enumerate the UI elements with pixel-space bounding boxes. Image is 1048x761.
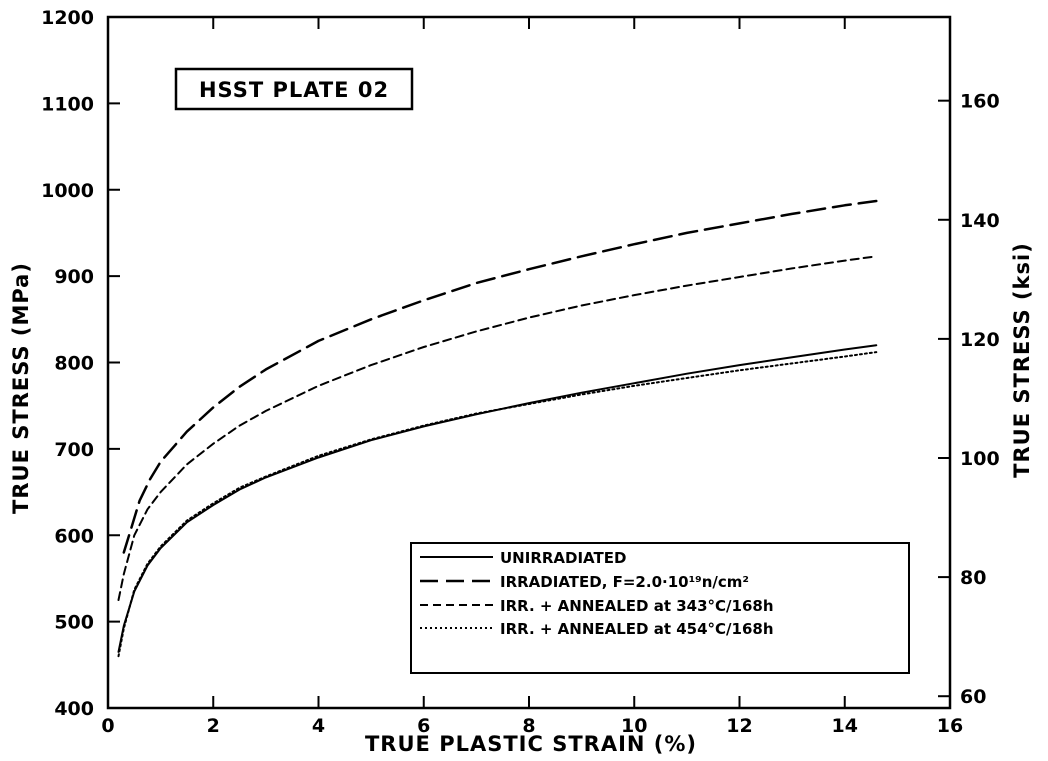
legend-label-annealed-343: IRR. + ANNEALED at 343°C/168h: [500, 597, 774, 615]
y-tick-label: 1000: [41, 180, 94, 202]
y-right-tick-label: 140: [960, 210, 1000, 232]
x-tick-label: 8: [522, 715, 535, 737]
series-line-2: [117, 255, 878, 601]
y-tick-label: 900: [54, 266, 94, 288]
y-tick-label: 500: [54, 612, 94, 634]
x-tick-label: 4: [312, 715, 325, 737]
series-line-3: [117, 351, 878, 658]
y-right-tick-label: 80: [960, 567, 986, 589]
series-group: [117, 199, 878, 658]
x-axis-title: TRUE PLASTIC STRAIN (%): [365, 732, 697, 756]
legend: UNIRRADIATED IRRADIATED, F=2.0·10¹⁹n/cm²…: [410, 542, 910, 674]
y-tick-label: 700: [54, 439, 94, 461]
y-tick-label: 600: [54, 525, 94, 547]
series-line-1: [122, 199, 878, 554]
y-tick-label: 1200: [41, 7, 94, 29]
y-axis-title-left: TRUE STRESS (MPa): [9, 262, 33, 514]
y-right-tick-label: 120: [960, 329, 1000, 351]
y-right-tick-label: 100: [960, 448, 1000, 470]
x-tick-label: 2: [207, 715, 220, 737]
y-axis-title-right: TRUE STRESS (ksi): [1010, 242, 1034, 478]
x-tick-label: 12: [726, 715, 752, 737]
series-line-0: [117, 344, 878, 653]
x-tick-label: 0: [101, 715, 114, 737]
title-box: HSST PLATE 02: [174, 67, 414, 111]
axes: 0 2 4 6 8 10 12 14 16 400 500 600 700 800 900 1000 1100 1…: [41, 7, 1000, 737]
legend-label-unirradiated: UNIRRADIATED: [500, 549, 626, 567]
y-tick-label: 800: [54, 353, 94, 375]
y-tick-label: 1100: [41, 93, 94, 115]
legend-label-annealed-454: IRR. + ANNEALED at 454°C/168h: [500, 620, 774, 638]
x-tick-label: 16: [937, 715, 963, 737]
y-tick-label: 400: [54, 698, 94, 720]
y-right-tick-label: 60: [960, 686, 986, 708]
x-tick-label: 10: [621, 715, 647, 737]
y-right-tick-label: 160: [960, 91, 1000, 113]
x-tick-label: 6: [417, 715, 430, 737]
chart-title: HSST PLATE 02: [199, 78, 389, 102]
x-tick-label: 14: [832, 715, 858, 737]
legend-label-irradiated: IRRADIATED, F=2.0·10¹⁹n/cm²: [500, 573, 749, 591]
